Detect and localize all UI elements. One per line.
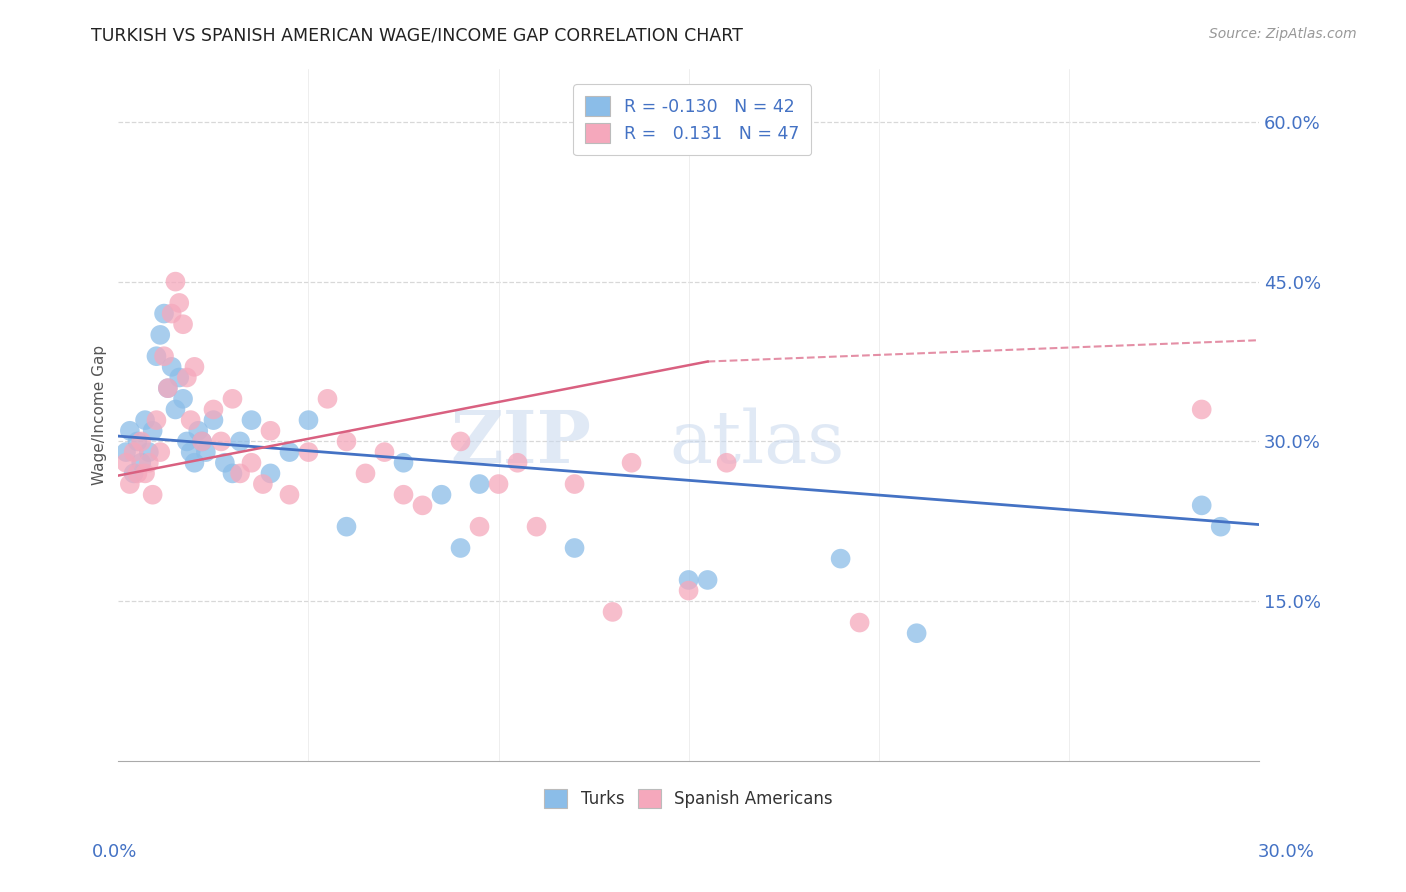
Point (316, 392, 339, 406)
Point (278, 445, 301, 459)
Point (129, 456, 152, 470)
Point (176, 434, 198, 449)
Point (180, 445, 202, 459)
Point (122, 467, 145, 481)
Point (165, 275, 187, 289)
Point (297, 445, 319, 459)
Point (392, 488, 415, 502)
Point (191, 434, 214, 449)
Point (156, 381, 179, 395)
Point (165, 402, 187, 417)
Point (678, 573, 700, 587)
Point (392, 456, 415, 470)
Point (160, 359, 183, 374)
Point (830, 551, 852, 566)
Point (678, 583, 700, 598)
Point (172, 317, 194, 331)
Point (1191, 402, 1213, 417)
Point (202, 413, 225, 427)
Point (153, 349, 176, 363)
Point (183, 456, 205, 470)
Point (115, 445, 138, 459)
Point (335, 519, 357, 533)
Text: 0.0%: 0.0% (91, 843, 136, 861)
Point (430, 488, 453, 502)
Point (506, 456, 529, 470)
Point (1209, 519, 1232, 533)
Point (602, 605, 624, 619)
Point (278, 488, 301, 502)
Point (412, 499, 434, 513)
Point (127, 434, 149, 449)
Point (118, 424, 141, 438)
Point (297, 413, 319, 427)
Point (373, 445, 395, 459)
Point (138, 445, 160, 459)
Point (848, 615, 870, 630)
Point (450, 434, 472, 449)
Point (167, 296, 190, 310)
Point (716, 456, 738, 470)
Point (259, 424, 281, 438)
Point (176, 370, 198, 384)
Point (172, 392, 194, 406)
Point (122, 445, 145, 459)
Point (180, 413, 202, 427)
Text: ZIP: ZIP (451, 407, 592, 478)
Point (905, 626, 928, 640)
Point (149, 445, 172, 459)
Point (194, 445, 217, 459)
Point (134, 467, 156, 481)
Point (229, 434, 252, 449)
Text: 30.0%: 30.0% (1258, 843, 1315, 861)
Point (118, 477, 141, 491)
Point (468, 519, 491, 533)
Point (564, 541, 586, 555)
Point (183, 359, 205, 374)
Point (202, 402, 225, 417)
Text: atlas: atlas (669, 408, 845, 478)
Point (160, 307, 183, 321)
Point (259, 467, 281, 481)
Point (229, 467, 252, 481)
Point (129, 434, 152, 449)
Point (240, 456, 263, 470)
Point (142, 424, 165, 438)
Text: TURKISH VS SPANISH AMERICAN WAGE/INCOME GAP CORRELATION CHART: TURKISH VS SPANISH AMERICAN WAGE/INCOME … (91, 27, 744, 45)
Legend: Turks, Spanish Americans: Turks, Spanish Americans (537, 782, 839, 815)
Point (134, 413, 156, 427)
Point (115, 456, 138, 470)
Point (138, 456, 160, 470)
Point (488, 477, 510, 491)
Point (564, 477, 586, 491)
Point (145, 413, 167, 427)
Point (240, 413, 263, 427)
Point (214, 456, 236, 470)
Point (620, 456, 643, 470)
Point (335, 434, 357, 449)
Point (354, 467, 377, 481)
Y-axis label: Wage/Income Gap: Wage/Income Gap (93, 344, 107, 485)
Point (156, 381, 179, 395)
Point (221, 392, 243, 406)
Point (468, 477, 491, 491)
Point (221, 467, 243, 481)
Point (526, 519, 548, 533)
Point (187, 424, 209, 438)
Point (191, 434, 214, 449)
Point (450, 541, 472, 555)
Point (209, 434, 232, 449)
Point (1191, 499, 1213, 513)
Point (127, 467, 149, 481)
Text: Source: ZipAtlas.com: Source: ZipAtlas.com (1209, 27, 1357, 41)
Point (142, 488, 165, 502)
Point (167, 370, 190, 384)
Point (153, 307, 176, 321)
Point (145, 349, 167, 363)
Point (149, 327, 172, 342)
Point (252, 477, 274, 491)
Point (696, 573, 718, 587)
